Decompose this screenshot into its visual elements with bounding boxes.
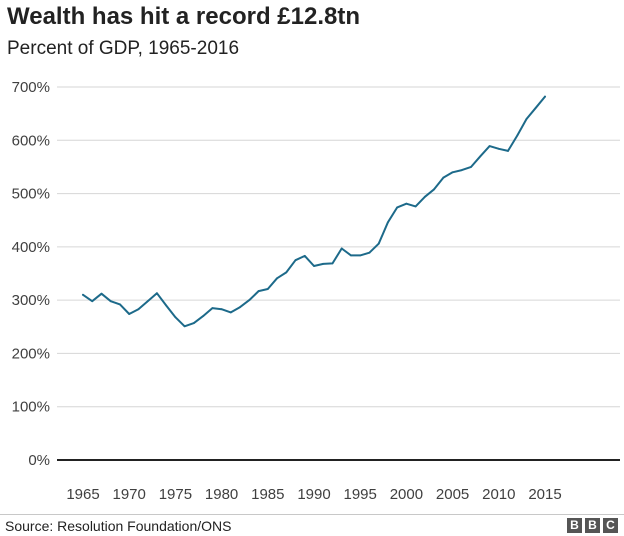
- x-tick-label: 1970: [113, 486, 146, 503]
- data-point: [276, 277, 278, 280]
- chart-subtitle: Percent of GDP, 1965-2016: [7, 38, 240, 59]
- x-tick-label: 1990: [297, 486, 330, 503]
- x-tick-label: 1985: [251, 486, 284, 503]
- data-point: [119, 303, 121, 306]
- data-point: [368, 251, 371, 254]
- bbc-logo-letter: B: [585, 518, 600, 533]
- bbc-logo-letter: C: [603, 518, 618, 533]
- data-point: [387, 221, 389, 224]
- data-point: [340, 247, 343, 250]
- x-tick-label: 1995: [344, 486, 377, 503]
- x-tick-label: 2000: [390, 486, 423, 503]
- chart-area: 0% 100% 200% 300% 400% 500% 600% 700% 1965 1970 1…: [12, 79, 620, 503]
- y-tick-label: 400%: [12, 239, 50, 256]
- y-tick-label: 100%: [12, 399, 50, 416]
- data-point: [239, 306, 241, 308]
- data-point: [534, 106, 537, 109]
- x-tick-label: 1980: [205, 486, 238, 503]
- data-point: [359, 254, 362, 257]
- data-point: [257, 290, 260, 292]
- data-point: [331, 262, 334, 265]
- data-point: [507, 150, 509, 152]
- footer-divider: [0, 514, 624, 515]
- y-tick-label: 700%: [12, 79, 50, 96]
- data-point: [313, 265, 315, 267]
- x-tick-label: 2015: [528, 486, 561, 503]
- data-point: [470, 166, 472, 168]
- data-point: [100, 292, 103, 295]
- data-point: [414, 205, 417, 208]
- data-point: [82, 293, 84, 296]
- data-point: [350, 254, 352, 257]
- data-point: [405, 202, 408, 205]
- x-tick-label: 2005: [436, 486, 469, 503]
- data-point: [479, 155, 482, 158]
- data-point: [442, 176, 445, 179]
- chart-title: Wealth has hit a record £12.8tn: [7, 3, 361, 30]
- data-point: [525, 118, 528, 120]
- data-point: [91, 300, 94, 303]
- data-point: [377, 242, 380, 245]
- bbc-logo: B B C: [567, 518, 618, 533]
- y-tick-label: 500%: [12, 186, 50, 203]
- data-point: [202, 315, 205, 318]
- y-tick-label: 300%: [12, 292, 50, 309]
- data-point: [497, 147, 500, 150]
- data-point: [423, 195, 426, 198]
- source-note: Source: Resolution Foundation/ONS: [5, 518, 232, 534]
- data-point: [174, 316, 177, 319]
- y-tick-label: 0%: [28, 452, 50, 469]
- data-point: [451, 171, 454, 174]
- data-point: [544, 95, 546, 98]
- data-point: [137, 308, 140, 311]
- data-point: [248, 299, 251, 302]
- data-point: [433, 188, 436, 191]
- data-point: [156, 292, 158, 295]
- data-point: [488, 145, 491, 148]
- data-point: [396, 206, 399, 209]
- x-tick-label: 2010: [482, 486, 515, 503]
- data-point: [229, 311, 232, 314]
- data-point: [303, 255, 306, 257]
- series-line-wealth: [82, 95, 546, 328]
- data-point: [516, 134, 519, 137]
- data-point: [285, 271, 288, 274]
- y-tick-label: 200%: [12, 345, 50, 362]
- y-tick-label: 600%: [12, 132, 50, 149]
- data-point: [322, 263, 325, 265]
- x-tick-label: 1965: [66, 486, 99, 503]
- data-point: [109, 300, 112, 303]
- data-point: [460, 169, 463, 172]
- data-point: [146, 300, 149, 303]
- data-point: [220, 308, 223, 311]
- data-point: [211, 307, 214, 310]
- data-point: [294, 259, 297, 262]
- data-point: [192, 322, 195, 324]
- data-point: [165, 304, 168, 307]
- data-point: [128, 313, 131, 315]
- data-point: [266, 288, 269, 290]
- data-point: [183, 325, 186, 328]
- x-tick-label: 1975: [159, 486, 192, 503]
- bbc-logo-letter: B: [567, 518, 582, 533]
